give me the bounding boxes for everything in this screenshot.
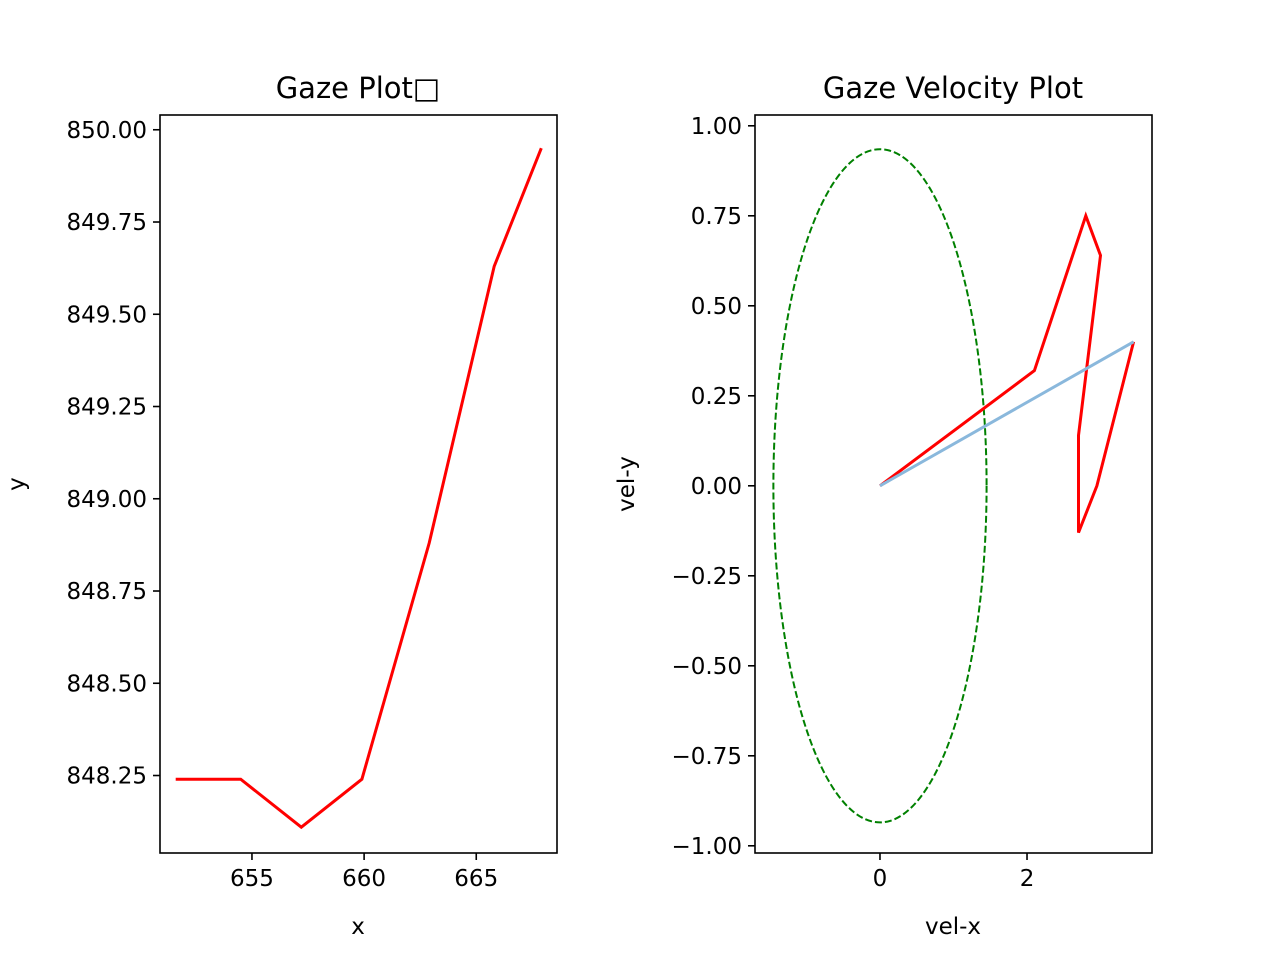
gaze-velocity-plot-ytick-label: −1.00 bbox=[672, 834, 742, 860]
gaze-plot-ytick-label: 849.50 bbox=[67, 302, 147, 328]
gaze-plot-xtick-label: 655 bbox=[230, 866, 274, 892]
gaze-velocity-plot-series-line-1 bbox=[879, 211, 1136, 534]
gaze-velocity-plot-ytick-label: −0.25 bbox=[672, 564, 742, 590]
gaze-velocity-plot-title: Gaze Velocity Plot bbox=[823, 71, 1083, 105]
gaze-plot-axes-frame bbox=[159, 114, 558, 854]
gaze-plot-ticks: 655 660 665 848.25 848.50 848.75 849.00 849.25 8… bbox=[67, 118, 499, 892]
gaze-velocity-plot-series-line-2 bbox=[879, 340, 1135, 488]
gaze-velocity-plot-ytick-label: −0.50 bbox=[672, 654, 742, 680]
gaze-velocity-plot-ytick-label: 0.75 bbox=[691, 204, 742, 230]
gaze-plot-chart: Gaze Plot□ x y 655 660 665 848.25 848.50 848.… bbox=[4, 71, 558, 940]
gaze-velocity-plot-ticks: 0 2 −1.00 −0.75 −0.50 −0.25 0.00 0.25 0.50 0.75 1.… bbox=[672, 114, 1035, 892]
gaze-velocity-plot-xtick-label: 2 bbox=[1020, 866, 1035, 892]
gaze-velocity-plot-axes-frame bbox=[754, 114, 1153, 854]
gaze-plot-ytick-label: 848.25 bbox=[67, 764, 147, 790]
gaze-plot-series bbox=[175, 147, 543, 830]
gaze-plot-ylabel: y bbox=[4, 477, 30, 491]
gaze-velocity-plot-series bbox=[772, 148, 1136, 824]
gaze-velocity-plot-xtick-label: 0 bbox=[873, 866, 888, 892]
gaze-velocity-plot-ytick-label: 1.00 bbox=[691, 114, 742, 140]
gaze-plot-ytick-label: 850.00 bbox=[67, 118, 147, 144]
gaze-velocity-plot-ylabel: vel-y bbox=[614, 456, 640, 512]
gaze-velocity-plot-ytick-label: 0.00 bbox=[691, 474, 742, 500]
gaze-velocity-plot-chart: Gaze Velocity Plot vel-x vel-y 0 2 −1.00 −0… bbox=[614, 71, 1153, 940]
gaze-plot-ytick-label: 849.25 bbox=[67, 395, 147, 421]
gaze-plot-xlabel: x bbox=[351, 914, 365, 940]
gaze-velocity-plot-xlabel: vel-x bbox=[925, 914, 981, 940]
gaze-velocity-plot-ytick-label: 0.50 bbox=[691, 294, 742, 320]
gaze-velocity-plot-threshold-ellipse bbox=[772, 148, 988, 824]
gaze-plot-title: Gaze Plot□ bbox=[276, 71, 441, 105]
gaze-plot-xtick-label: 660 bbox=[342, 866, 386, 892]
gaze-plot-ytick-label: 849.00 bbox=[67, 487, 147, 513]
gaze-velocity-plot-ytick-label: 0.25 bbox=[691, 384, 742, 410]
gaze-plot-series-line-1 bbox=[175, 147, 543, 830]
gaze-plot-xtick-label: 665 bbox=[454, 866, 498, 892]
gaze-plot-ytick-label: 848.75 bbox=[67, 579, 147, 605]
gaze-velocity-plot-ytick-label: −0.75 bbox=[672, 744, 742, 770]
gaze-plot-ytick-label: 849.75 bbox=[67, 210, 147, 236]
gaze-plot-ytick-label: 848.50 bbox=[67, 671, 147, 697]
